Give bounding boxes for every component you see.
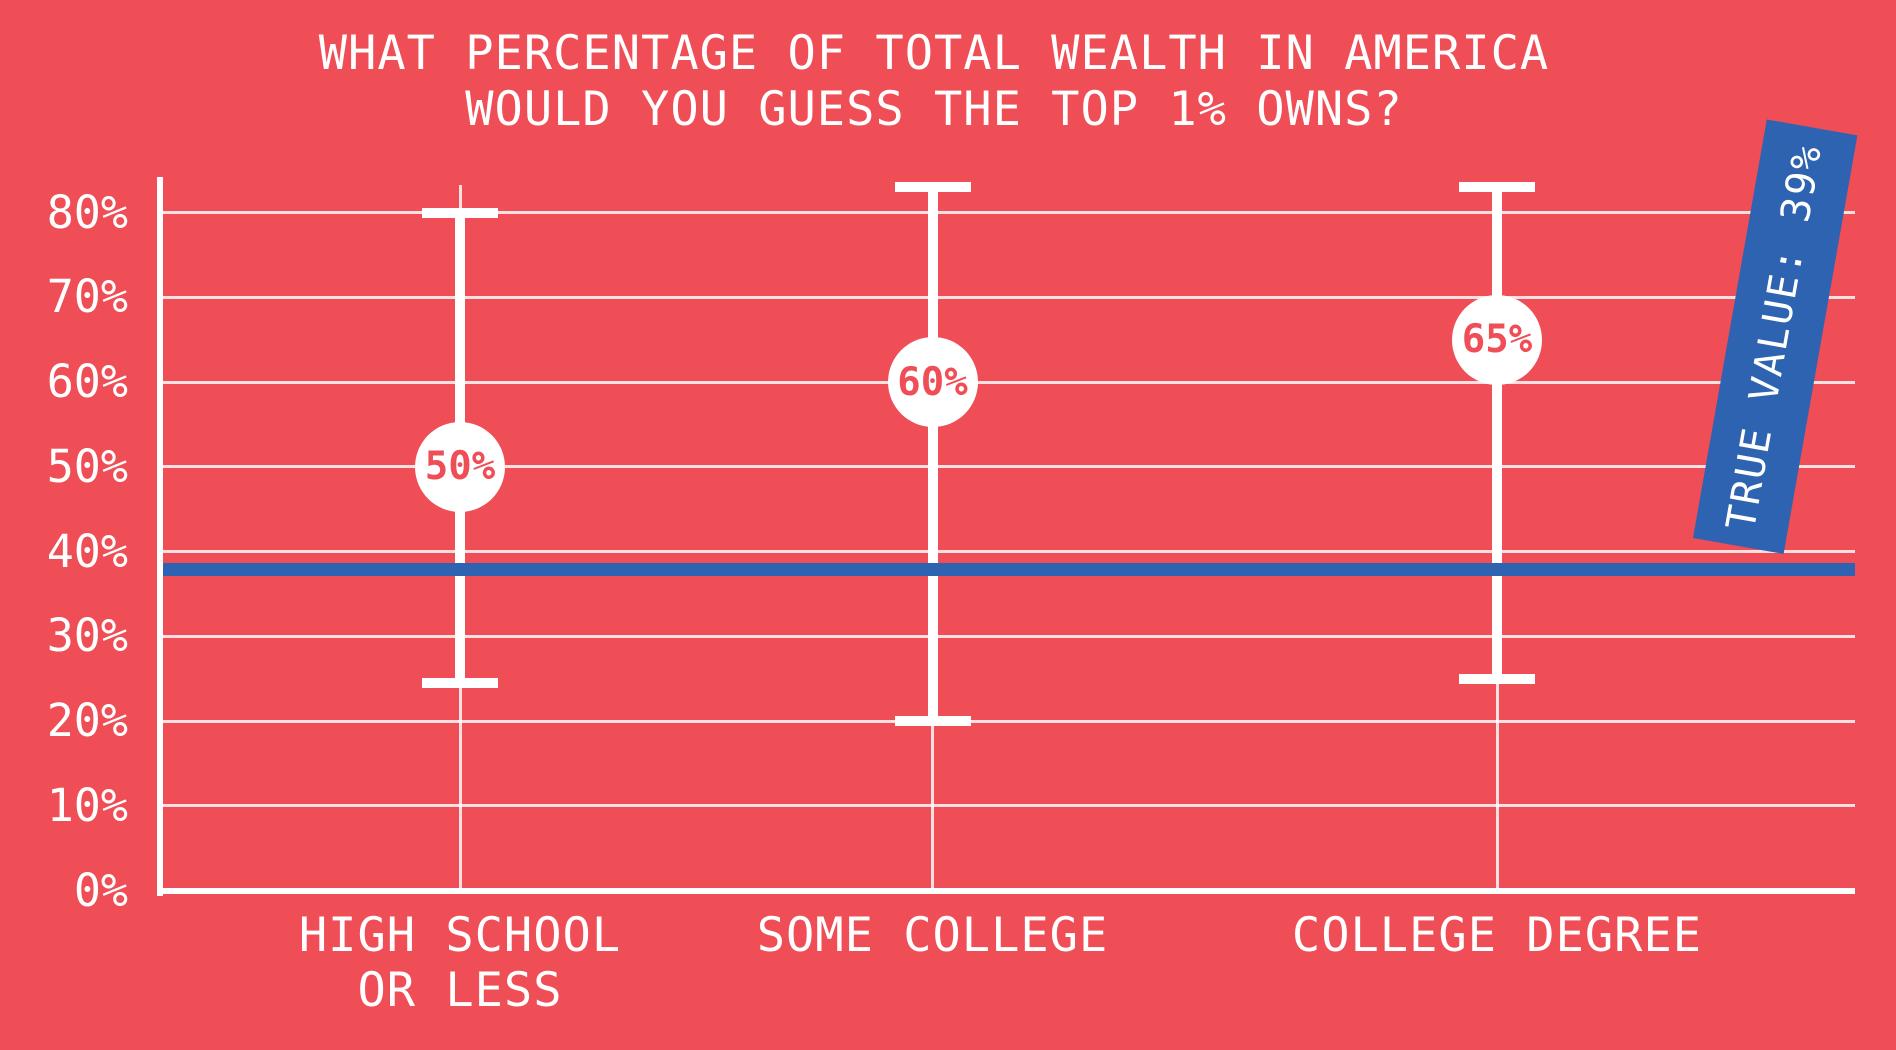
gridline-horizontal: [160, 634, 1855, 638]
y-tick-label: 70%: [46, 270, 128, 324]
y-tick-label: 80%: [46, 185, 128, 239]
error-bar-cap-high: [1459, 182, 1535, 193]
gridline-horizontal: [160, 550, 1855, 553]
median-circle: 60%: [887, 337, 978, 427]
chart-title: WHAT PERCENTAGE OF TOTAL WEALTH IN AMERI…: [0, 26, 1868, 138]
category-label: SOME COLLEGE: [756, 908, 1109, 963]
gridline-horizontal: [160, 211, 1855, 214]
y-tick-label: 50%: [46, 439, 128, 493]
median-circle: 50%: [415, 421, 505, 512]
error-bar-cap-low: [422, 677, 498, 688]
error-bar-line: [927, 187, 938, 721]
gridline-horizontal: [160, 804, 1855, 808]
y-tick-label: 40%: [46, 524, 128, 578]
median-circle: 65%: [1452, 294, 1542, 385]
error-bar-cap-high: [894, 182, 971, 193]
category-label: COLLEGE DEGREE: [1291, 908, 1703, 963]
chart-title-line1: WHAT PERCENTAGE OF TOTAL WEALTH IN AMERI…: [318, 26, 1550, 81]
true-value-line: [163, 562, 1855, 576]
chart-title-line2: WOULD YOU GUESS THE TOP 1% OWNS?: [465, 82, 1403, 137]
category-label: HIGH SCHOOL OR LESS: [298, 908, 622, 1018]
y-tick-label: 0%: [73, 863, 128, 917]
gridline-horizontal: [160, 295, 1855, 299]
error-bar-cap-high: [422, 207, 498, 218]
y-tick-label: 30%: [46, 609, 128, 663]
y-tick-label: 10%: [46, 778, 128, 832]
error-bar-cap-low: [894, 716, 971, 726]
error-bar-cap-low: [1459, 673, 1535, 684]
y-tick-label: 20%: [46, 694, 128, 747]
y-tick-label: 60%: [46, 355, 128, 408]
x-axis-line: [157, 888, 1855, 894]
error-bar-line: [1492, 187, 1502, 679]
gridline-horizontal: [160, 719, 1855, 723]
y-axis-line: [157, 177, 163, 896]
gridline-horizontal: [160, 465, 1855, 469]
gridline-horizontal: [160, 380, 1855, 384]
